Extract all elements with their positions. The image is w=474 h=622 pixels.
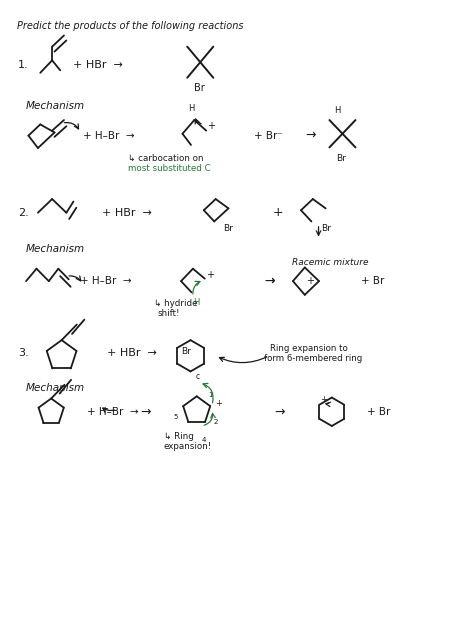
Text: + HBr  →: + HBr →	[102, 208, 152, 218]
Text: Predict the products of the following reactions: Predict the products of the following re…	[17, 21, 243, 31]
Text: + HBr  →: + HBr →	[73, 60, 123, 70]
Text: expansion!: expansion!	[164, 442, 212, 451]
Text: Br: Br	[181, 346, 191, 356]
Text: 2.: 2.	[18, 208, 29, 218]
Text: ↳ hydride: ↳ hydride	[154, 299, 198, 308]
Text: +: +	[320, 395, 328, 404]
Text: 1.: 1.	[18, 60, 28, 70]
Text: →: →	[140, 406, 150, 418]
Text: +: +	[273, 207, 283, 219]
Text: H: H	[188, 104, 194, 113]
Text: + H–Br  →: + H–Br →	[83, 131, 135, 141]
Text: H: H	[334, 106, 340, 114]
Text: Mechanism: Mechanism	[26, 383, 85, 393]
Text: ↳ carbocation on: ↳ carbocation on	[128, 154, 203, 163]
Text: Mechanism: Mechanism	[26, 244, 85, 254]
Text: Racemic mixture: Racemic mixture	[292, 258, 368, 267]
Text: + Br: + Br	[367, 407, 391, 417]
Text: 1: 1	[209, 392, 213, 398]
Text: 4: 4	[201, 437, 206, 443]
Text: 2: 2	[213, 419, 218, 425]
Text: +: +	[215, 399, 222, 407]
Text: Br: Br	[194, 83, 205, 93]
Text: most substituted C: most substituted C	[128, 164, 211, 173]
Text: →: →	[264, 275, 275, 287]
Text: Br: Br	[321, 225, 331, 233]
Text: →: →	[274, 406, 284, 418]
Text: + H–Br  →: + H–Br →	[87, 407, 138, 417]
Text: →: →	[306, 129, 316, 142]
Text: Br: Br	[223, 225, 233, 233]
Text: shift!: shift!	[157, 309, 180, 318]
Text: +: +	[207, 121, 215, 131]
Text: Ring expansion to: Ring expansion to	[270, 344, 348, 353]
Text: Br: Br	[337, 154, 346, 163]
Text: 3.: 3.	[18, 348, 28, 358]
Text: c: c	[196, 372, 200, 381]
Text: Mechanism: Mechanism	[26, 101, 85, 111]
Text: + Br: + Br	[361, 276, 384, 286]
Text: + Br⁻: + Br⁻	[254, 131, 283, 141]
Text: ↳ Ring: ↳ Ring	[164, 432, 193, 441]
Text: +: +	[306, 276, 314, 286]
Text: form 6-membered ring: form 6-membered ring	[264, 354, 362, 363]
Text: 5: 5	[174, 414, 178, 420]
Text: →: →	[264, 275, 275, 287]
Text: + H–Br  →: + H–Br →	[80, 276, 131, 286]
Text: H: H	[193, 299, 199, 307]
Text: +: +	[206, 270, 214, 280]
Text: + HBr  →: + HBr →	[107, 348, 156, 358]
